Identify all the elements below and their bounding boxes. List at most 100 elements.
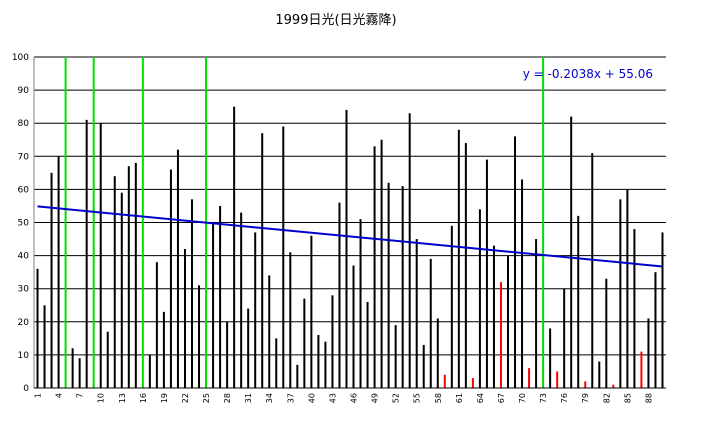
y-tick-label: 70 — [18, 152, 30, 162]
bar — [289, 252, 292, 388]
bar — [478, 209, 481, 388]
bar — [345, 109, 348, 389]
bar — [113, 176, 116, 388]
bar — [450, 225, 453, 388]
bar — [640, 351, 643, 388]
y-tick-label: 80 — [18, 119, 30, 129]
bar — [212, 222, 215, 388]
bar — [661, 232, 664, 388]
bar — [338, 202, 341, 388]
bar — [591, 152, 594, 388]
bar — [492, 245, 495, 388]
y-tick-label: 50 — [18, 219, 30, 229]
bar — [183, 248, 186, 388]
bar — [464, 143, 467, 388]
y-tick-label: 0 — [23, 384, 29, 394]
x-tick-label: 76 — [560, 393, 569, 403]
x-tick-label: 64 — [476, 393, 485, 403]
x-tick-label: 28 — [223, 393, 232, 403]
x-tick-label: 43 — [328, 393, 337, 403]
x-tick-label: 58 — [434, 393, 443, 403]
x-tick-label: 16 — [139, 393, 148, 403]
bar — [387, 182, 390, 388]
x-tick-label: 88 — [644, 393, 653, 403]
bar — [254, 232, 257, 388]
x-tick-label: 7 — [76, 393, 85, 398]
bar — [633, 229, 636, 388]
bar — [296, 364, 299, 388]
bar — [247, 308, 250, 388]
bar — [162, 311, 165, 388]
x-axis-ticks: 1 4 7 10 13 16 19 22 25 28 31 34 37 40 43 46 49 52 55 58 61 6… — [34, 393, 654, 403]
bar — [169, 169, 172, 388]
x-tick-label: 10 — [97, 393, 106, 403]
bar — [443, 374, 446, 388]
bar — [198, 285, 201, 388]
bar — [521, 179, 524, 388]
y-tick-label: 10 — [18, 351, 30, 361]
bar — [268, 275, 271, 388]
bar — [570, 116, 573, 388]
bar — [422, 344, 425, 388]
bars — [36, 57, 664, 389]
x-tick-label: 19 — [160, 393, 169, 403]
x-tick-label: 82 — [602, 393, 611, 403]
x-tick-label: 25 — [202, 393, 211, 403]
bar — [99, 123, 102, 388]
bar — [176, 149, 179, 388]
bar — [394, 325, 397, 388]
x-tick-label: 13 — [118, 393, 127, 403]
x-tick-label: 79 — [581, 393, 590, 403]
x-tick-label: 22 — [181, 393, 190, 403]
x-tick-label: 85 — [623, 393, 632, 403]
bar — [429, 258, 432, 388]
bar — [535, 239, 538, 388]
bar — [219, 205, 222, 388]
bar — [71, 348, 74, 388]
bar — [549, 328, 552, 388]
bar — [654, 272, 657, 388]
bar — [310, 235, 313, 388]
x-tick-label: 61 — [455, 393, 464, 403]
bar — [127, 166, 130, 388]
y-tick-label: 100 — [12, 53, 29, 63]
y-tick-label: 30 — [18, 285, 30, 295]
bar — [507, 255, 509, 388]
bar — [380, 139, 383, 388]
bar — [577, 215, 580, 388]
bar — [514, 136, 517, 388]
bar — [36, 268, 39, 388]
x-tick-label: 55 — [413, 393, 422, 403]
bar — [317, 335, 320, 388]
bar — [92, 57, 95, 388]
trendline — [37, 205, 663, 268]
bar — [282, 126, 285, 388]
bar — [457, 129, 460, 388]
bar — [401, 186, 404, 388]
bar — [78, 358, 81, 388]
bar — [191, 199, 193, 388]
chart-title: 1999日光(日光霧降) — [275, 13, 396, 28]
bar — [563, 288, 566, 388]
axes — [33, 57, 666, 389]
bar — [485, 159, 488, 388]
bar — [43, 305, 46, 388]
bar — [436, 318, 439, 388]
x-tick-label: 70 — [518, 393, 527, 403]
bar — [605, 278, 608, 388]
bar — [556, 371, 559, 388]
bar — [233, 106, 236, 389]
bar — [647, 318, 650, 388]
bar — [415, 239, 418, 388]
bar — [120, 192, 123, 388]
y-tick-label: 90 — [18, 86, 30, 96]
x-tick-label: 46 — [350, 393, 359, 403]
y-tick-label: 20 — [18, 318, 30, 328]
bar — [50, 172, 53, 388]
bar — [106, 331, 109, 388]
bar — [528, 368, 531, 388]
y-axis-ticks: 0 10 20 30 40 50 60 70 80 90 100 — [12, 53, 29, 394]
bar — [240, 212, 243, 388]
